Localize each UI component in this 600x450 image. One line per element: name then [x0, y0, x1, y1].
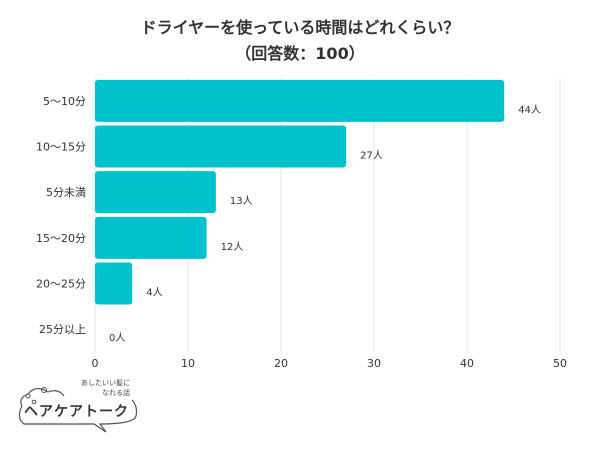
- data-label: 44人: [518, 104, 541, 116]
- bar: [95, 262, 133, 305]
- x-tick-label: 40: [460, 357, 474, 370]
- x-tick-label: 50: [553, 357, 567, 370]
- category-label: 15〜20分: [36, 232, 86, 245]
- bar: [95, 216, 207, 259]
- category-label: 10〜15分: [36, 141, 86, 154]
- logo-name: ヘアケアトーク: [24, 404, 129, 420]
- data-label: 0人: [109, 332, 125, 344]
- data-label: 27人: [360, 150, 383, 162]
- chart-subtitle: （回答数：100）: [235, 44, 365, 63]
- category-label: 25分以上: [39, 323, 86, 336]
- x-tick-label: 30: [367, 357, 381, 370]
- category-label: 20〜25分: [36, 278, 86, 291]
- bar: [95, 79, 505, 122]
- bar: [95, 171, 216, 214]
- speech-bubble-icon: [18, 387, 138, 433]
- x-tick-label: 10: [181, 357, 195, 370]
- data-label: 4人: [146, 287, 162, 299]
- data-label: 13人: [230, 195, 253, 207]
- chart-title: ドライヤーを使っている時間はどれくらい？: [140, 18, 460, 37]
- logo-tagline: あしたいい髪に なれる話: [81, 379, 130, 397]
- category-label: 5〜10分: [43, 95, 86, 108]
- x-tick-label: 20: [274, 357, 288, 370]
- category-label: 5分未満: [46, 186, 86, 199]
- x-tick-label: 0: [92, 357, 99, 370]
- data-label: 12人: [221, 241, 244, 253]
- bar: [95, 125, 347, 168]
- brand-logo: あしたいい髪に なれる話 ヘアケアトーク: [14, 378, 154, 438]
